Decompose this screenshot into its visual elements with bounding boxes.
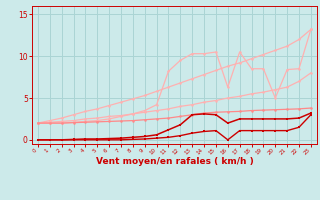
- X-axis label: Vent moyen/en rafales ( km/h ): Vent moyen/en rafales ( km/h ): [96, 157, 253, 166]
